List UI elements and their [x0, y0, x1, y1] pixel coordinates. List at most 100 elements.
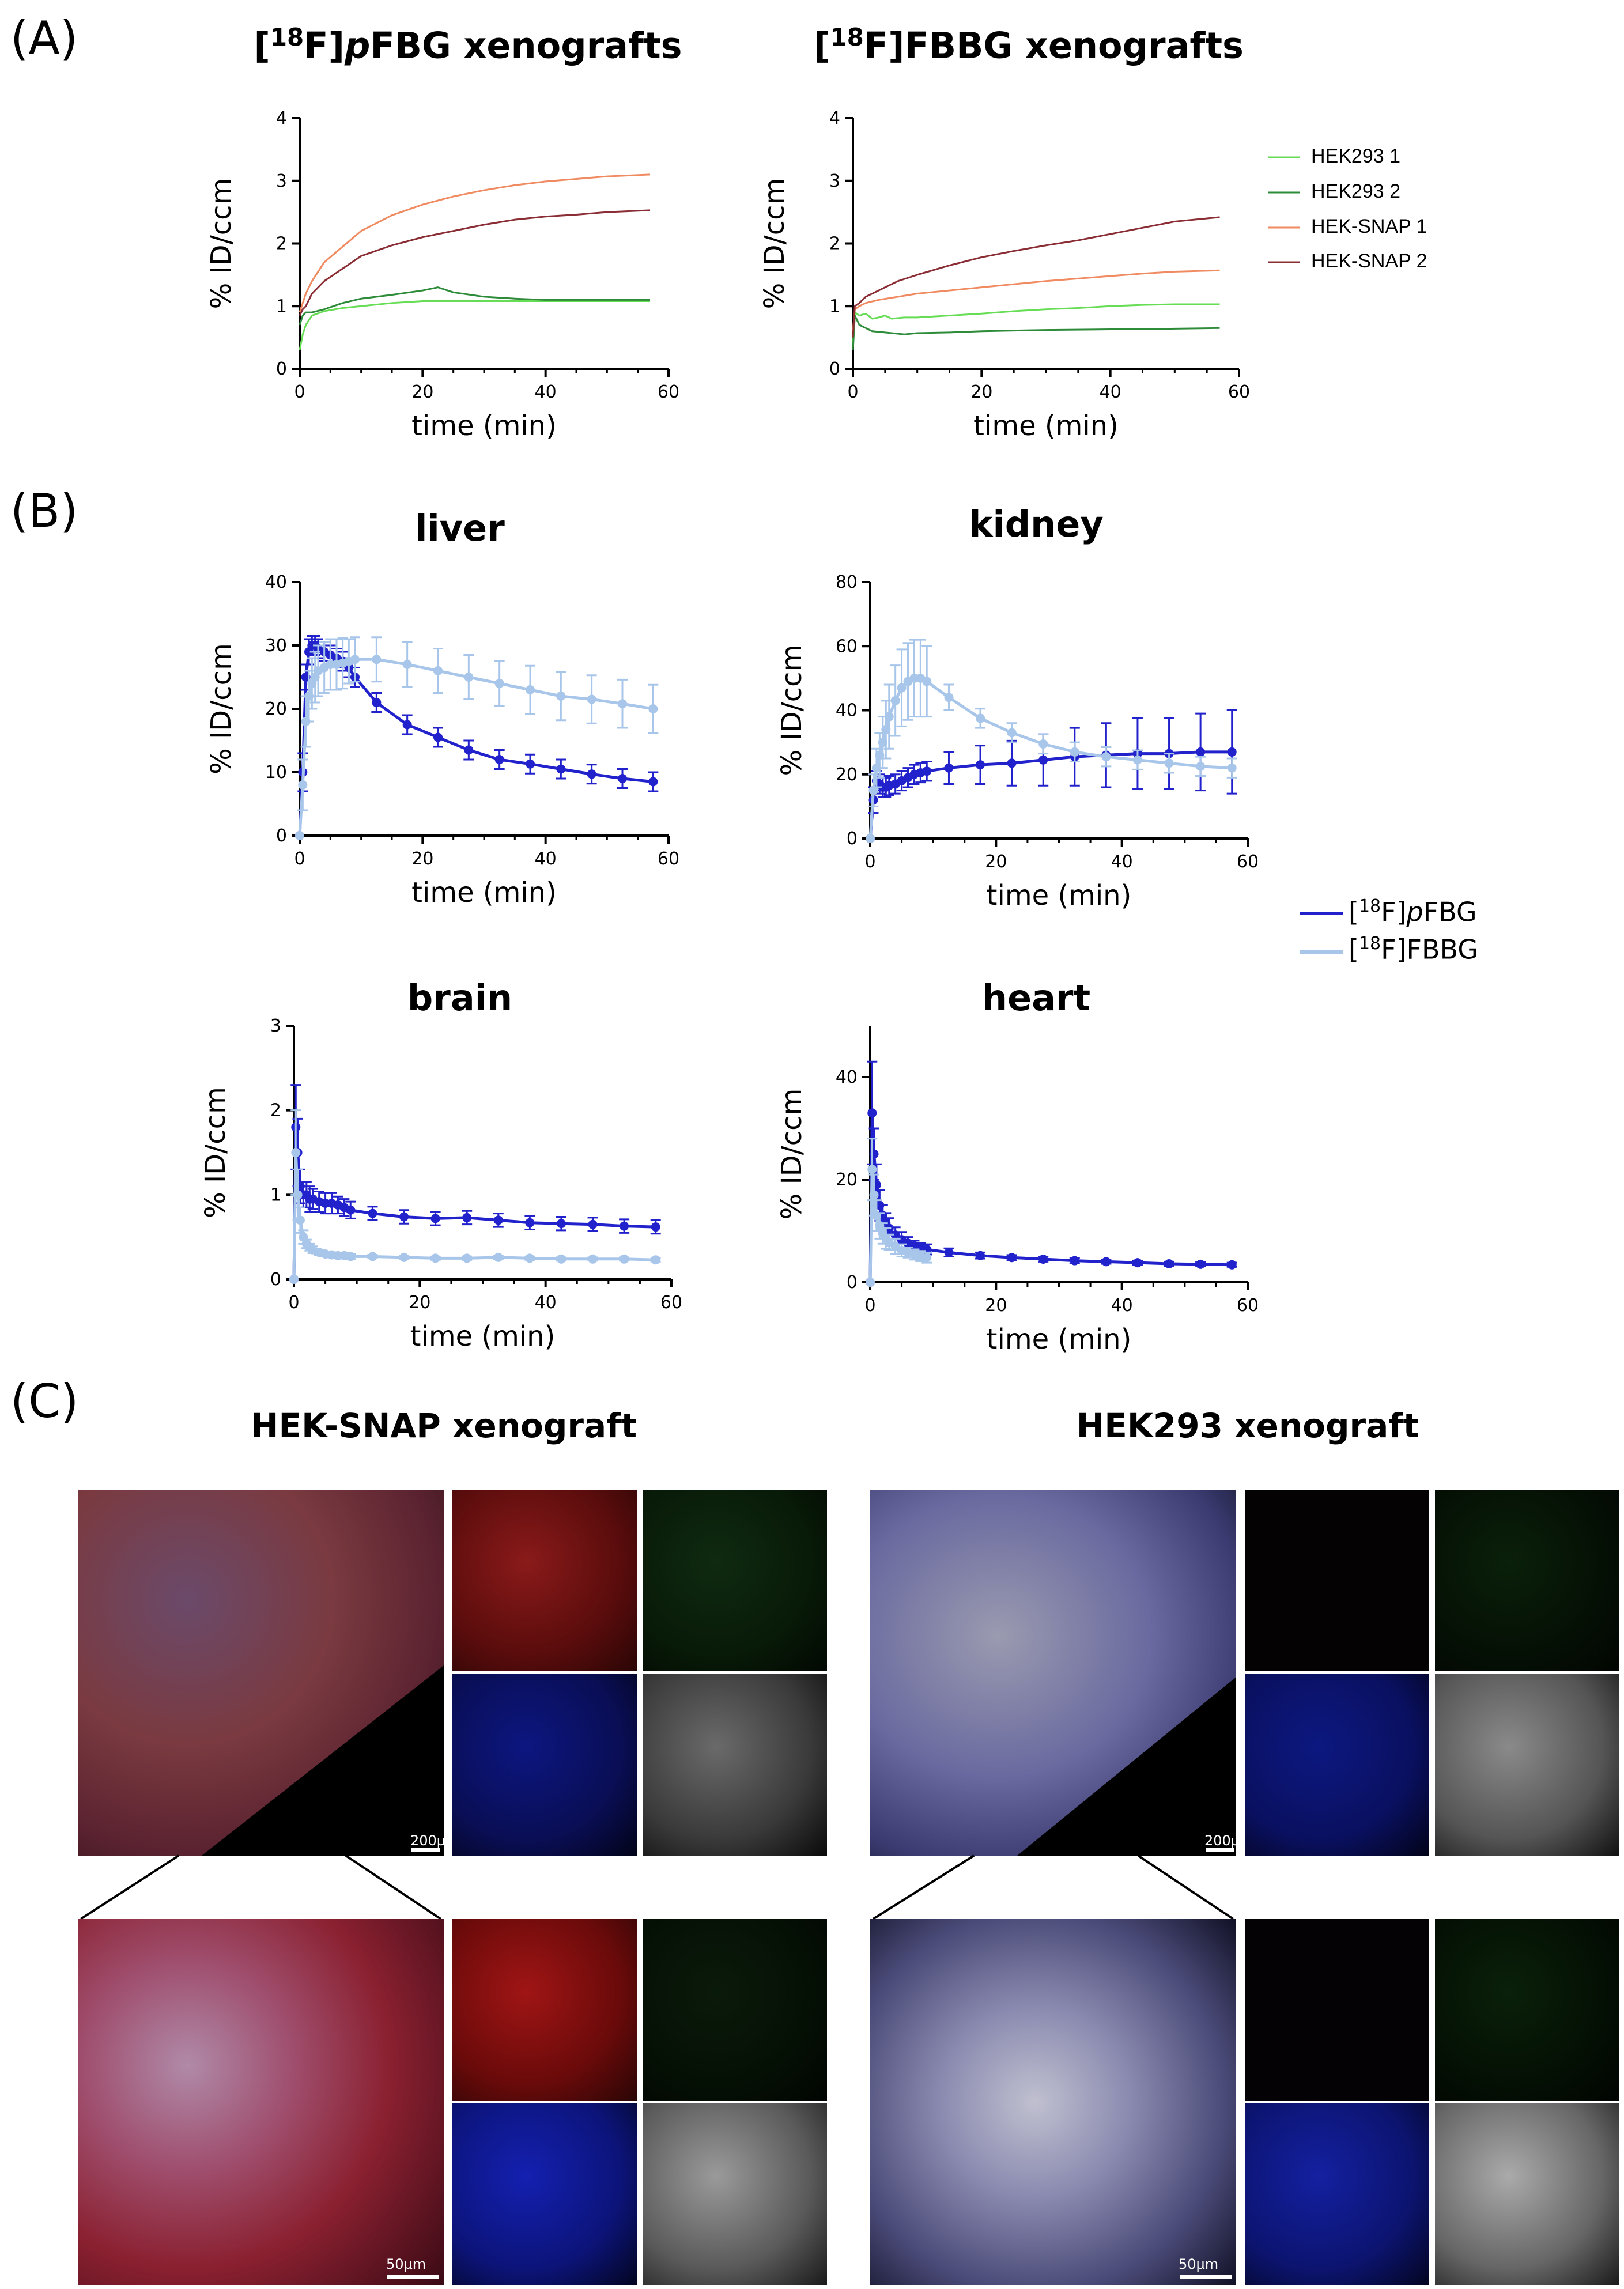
scalebar-label-bottom-left: 50µm	[386, 2256, 426, 2272]
a1-y-tick-label: 3	[276, 171, 287, 191]
hek293-green-channel-zoom	[1435, 1919, 1619, 2101]
liver-y-tick-label: 30	[265, 636, 287, 656]
brain-data-point	[346, 1252, 356, 1261]
liver-data-point	[295, 831, 304, 840]
liver-data-point	[301, 717, 311, 726]
heksnap-green-channel-overview	[643, 1490, 827, 1671]
heart-data-point	[1227, 1260, 1237, 1270]
scalebar-bottom-left	[387, 2275, 439, 2279]
hek293-merged-zoom	[870, 1919, 1236, 2285]
liver-data-point	[526, 759, 535, 769]
brain-data-point	[368, 1252, 377, 1261]
a1-y-axis-label: % ID/ccm	[205, 178, 237, 309]
kidney-data-point	[1070, 747, 1079, 757]
heart-y-tick-label: 0	[847, 1272, 858, 1293]
heart-x-tick-label: 20	[985, 1295, 1007, 1316]
kidney-data-point	[1007, 728, 1017, 738]
brain-data-point	[493, 1215, 503, 1225]
liver-y-tick-label: 10	[265, 762, 287, 783]
kidney-y-axis-label: % ID/ccm	[776, 645, 808, 776]
heksnap-blue-channel-zoom	[452, 2103, 637, 2285]
liver-data-point	[464, 673, 474, 682]
liver-data-point	[372, 655, 382, 664]
brain-data-point	[620, 1221, 629, 1231]
legend-item-heksnap-1: HEK-SNAP 1	[1311, 216, 1427, 237]
kidney-y-tick-label: 20	[836, 765, 858, 785]
brain-data-point	[556, 1254, 566, 1264]
heart-data-point	[1196, 1259, 1206, 1269]
a2-x-tick-label: 60	[1228, 382, 1250, 402]
brain-y-tick-label: 1	[270, 1185, 281, 1205]
brain-data-point	[651, 1255, 660, 1265]
liver-data-point	[618, 699, 627, 709]
heksnap-gray-channel-overview	[643, 1674, 827, 1856]
brain-data-point	[620, 1254, 629, 1264]
legend-item-fbbg: [18F]FBBG	[1349, 934, 1478, 965]
a1-x-axis-label: time (min)	[411, 410, 557, 442]
liver-data-point	[464, 745, 474, 755]
brain-data-point	[293, 1190, 303, 1200]
heart-y-tick-label: 40	[836, 1067, 858, 1087]
a1-series-line-0	[299, 300, 650, 350]
legend-a-swatches	[1268, 156, 1300, 263]
a2-series-line-2	[852, 269, 1220, 331]
a1-y-tick-label: 0	[276, 359, 287, 379]
liver-y-tick-label: 20	[265, 699, 287, 719]
kidney-data-point	[881, 724, 891, 734]
heksnap-green-channel-zoom	[643, 1919, 827, 2101]
brain-x-axis-label: time (min)	[410, 1320, 556, 1353]
kidney-data-point	[976, 760, 985, 770]
hek293-gray-channel-overview	[1435, 1674, 1619, 1856]
liver-x-tick-label: 20	[411, 849, 433, 869]
liver-y-tick-label: 0	[276, 826, 287, 846]
heart-data-point	[867, 1108, 877, 1118]
liver-data-point	[494, 755, 504, 764]
zoom-line-left-a	[80, 1854, 180, 1920]
heart-data-point	[869, 1190, 879, 1200]
legend-item-heksnap-2: HEK-SNAP 2	[1311, 250, 1427, 272]
heart-data-point	[1038, 1254, 1048, 1264]
scalebar-top-right	[1206, 1848, 1234, 1852]
kidney-data-point	[875, 750, 885, 760]
liver-data-point	[402, 720, 412, 730]
brain-data-point	[588, 1219, 598, 1229]
liver-data-point	[298, 780, 308, 790]
kidney-y-tick-label: 0	[847, 829, 858, 849]
liver-x-axis-label: time (min)	[411, 877, 557, 909]
brain-x-tick-label: 60	[660, 1293, 682, 1313]
legend-item-pfbg: [18F]pFBG	[1349, 896, 1477, 928]
scalebar-top-left	[411, 1848, 440, 1852]
heksnap-gray-channel-zoom	[643, 2103, 827, 2285]
hek293-merged-overview	[870, 1490, 1236, 1856]
kidney-data-point	[897, 683, 907, 693]
brain-data-point	[291, 1148, 301, 1157]
zoom-line-left-b	[345, 1854, 442, 1920]
hek293-blue-channel-zoom	[1245, 2103, 1429, 2285]
kidney-data-point	[1227, 763, 1237, 773]
brain-data-point	[289, 1275, 299, 1284]
a2-y-tick-label: 1	[829, 296, 840, 316]
kidney-x-tick-label: 60	[1237, 852, 1259, 872]
liver-data-point	[556, 764, 566, 774]
brain-x-tick-label: 0	[288, 1293, 299, 1313]
liver-y-tick-label: 40	[265, 572, 287, 592]
heart-data-point	[871, 1211, 881, 1221]
brain-data-point	[346, 1205, 356, 1215]
heart-data-point	[866, 1278, 875, 1287]
brain-y-tick-label: 0	[270, 1270, 281, 1290]
liver-data-point	[402, 660, 412, 669]
heksnap-merged-zoom	[78, 1919, 444, 2285]
kidney-data-point	[1038, 739, 1048, 749]
panel-a-label: (A)	[10, 12, 78, 65]
brain-data-point	[430, 1253, 440, 1263]
heart-x-tick-label: 0	[864, 1295, 875, 1316]
kidney-x-tick-label: 40	[1111, 852, 1133, 872]
kidney-x-axis-label: time (min)	[987, 879, 1132, 912]
kidney-data-point	[1196, 761, 1206, 771]
panel-b-label: (B)	[10, 484, 78, 538]
heart-data-point	[1132, 1258, 1142, 1268]
a1-series-line-2	[299, 173, 651, 313]
kidney-data-point	[1007, 758, 1017, 768]
brain-data-point	[556, 1219, 566, 1229]
